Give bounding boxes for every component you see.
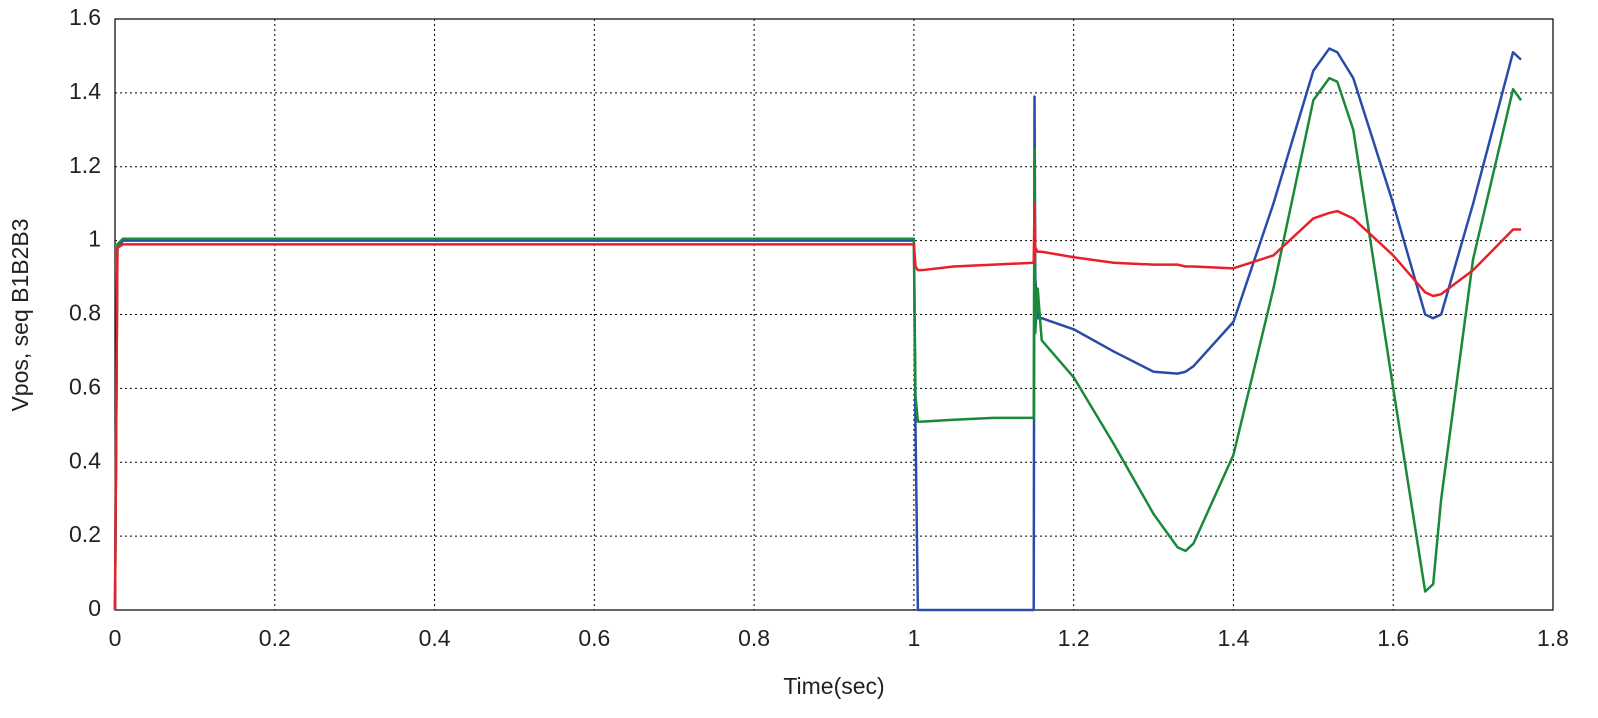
x-tick-label: 1.8 [1537, 625, 1569, 651]
y-tick-label: 0 [88, 595, 101, 621]
series-line [113, 76, 1523, 611]
x-tick-label: 1 [907, 625, 920, 651]
x-axis-label: Time(sec) [783, 673, 884, 699]
x-tick-label: 0.8 [738, 625, 770, 651]
x-tick-label: 0.6 [578, 625, 610, 651]
y-tick-label: 0.4 [69, 447, 101, 473]
x-tick-label: 0.2 [259, 625, 291, 651]
x-tick-label: 0.4 [419, 625, 451, 651]
series-line [113, 202, 1522, 611]
y-tick-label: 1.4 [69, 78, 101, 104]
plot-frame [114, 18, 1554, 611]
x-tick-label: 1.6 [1377, 625, 1409, 651]
y-tick-label: 1 [88, 226, 101, 252]
x-tick-label: 1.4 [1217, 625, 1249, 651]
y-tick-label: 1.2 [69, 152, 101, 178]
x-tick-label: 0 [109, 625, 122, 651]
y-tick-label: 1.6 [69, 4, 101, 30]
y-tick-label: 0.8 [69, 300, 101, 326]
x-tick-label: 1.2 [1058, 625, 1090, 651]
y-tick-label: 0.2 [69, 521, 101, 547]
y-axis-label: Vpos, seq B1B2B3 [7, 218, 33, 411]
y-tick-label: 0.6 [69, 373, 101, 399]
series-line [113, 47, 1522, 612]
